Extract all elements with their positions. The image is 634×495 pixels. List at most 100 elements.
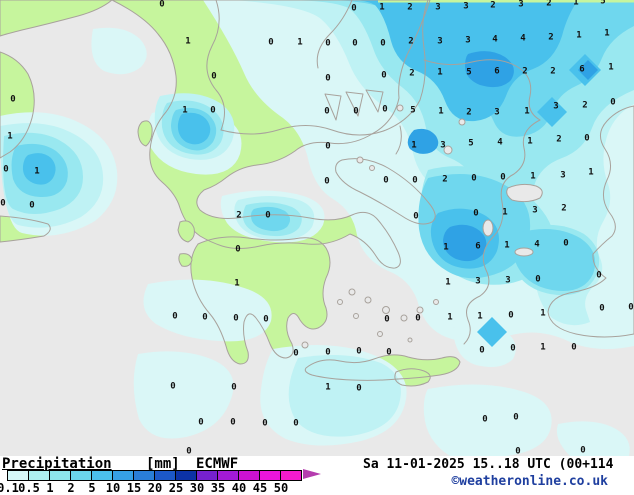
precip-value: 0 [596,270,602,281]
precip-value: 0 [29,200,35,211]
precip-value: 0 [508,310,514,321]
precip-value: 0 [584,133,590,144]
precip-value: 0 [380,38,386,49]
precip-value: 0 [384,314,390,325]
precip-value: 0 [415,313,421,324]
precip-value: 2 [522,66,528,77]
precip-value: 0 [202,312,208,323]
colorbar-segment [281,471,301,480]
precip-value: 2 [442,174,448,185]
precip-value: 1 [608,62,614,73]
precip-value: 0 [571,342,577,353]
precip-value: 3 [440,140,446,151]
precip-value: 1 [540,342,546,353]
precip-value: 2 [546,0,552,9]
precip-value: 0 [233,313,239,324]
precip-value: 0 [231,382,237,393]
precip-value: 0 [268,37,274,48]
precip-value: 0 [198,417,204,428]
legend-model: ECMWF [196,456,239,472]
precip-value: 1 [437,67,443,78]
colorbar-tick: 25 [168,481,184,495]
precip-value: 5 [468,138,474,149]
colorbar-arrow-icon [303,469,321,479]
precip-value: 0 [473,208,479,219]
precip-value: 1 [185,36,191,47]
precip-value: 1 [234,278,240,289]
precip-value: 2 [408,36,414,47]
precip-value: 0 [325,38,331,49]
precip-value: 5 [410,105,416,116]
precip-value: 6 [579,64,585,75]
colorbar-tick: 15 [126,481,142,495]
precip-value: 2 [561,203,567,214]
colorbar-segment [239,471,260,480]
precip-value: 6 [475,241,481,252]
precip-value: 5 [600,0,606,7]
coastlines-and-borders [0,0,634,387]
copyright-link[interactable]: ©weatheronline.co.uk [451,474,608,489]
colorbar-tick: 1 [46,481,54,495]
precip-value: 1 [604,28,610,39]
precip-colorbar [7,470,302,481]
precip-value: 0 [563,238,569,249]
colorbar-tick: 2 [67,481,75,495]
precip-value: 1 [504,240,510,251]
colorbar-tick: 0.5 [18,481,40,495]
colorbar-segment [71,471,92,480]
precip-value: 3 [505,275,511,286]
precip-value: 0 [535,274,541,285]
precip-value: 1 [182,105,188,116]
colorbar-segment [8,471,29,480]
precip-value: 0 [412,175,418,186]
precip-value: 1 [325,382,331,393]
legend: Precipitation [mm] ECMWF Sa 11-01-2025 1… [0,455,634,495]
colorbar-tick: 20 [147,481,163,495]
colorbar-tick: 45 [252,481,268,495]
precip-value: 1 [438,106,444,117]
precip-value: 0 [293,348,299,359]
precip-value: 3 [560,170,566,181]
precip-value: 0 [325,347,331,358]
precip-value: 0 [479,345,485,356]
precip-value: 0 [325,73,331,84]
precip-value: 0 [510,343,516,354]
precip-value: 0 [580,445,586,456]
forecast-datetime: Sa 11-01-2025 15..18 UTC (00+114 [363,457,614,472]
colorbar-segment [260,471,281,480]
precip-value: 0 [230,417,236,428]
precip-value: 3 [475,276,481,287]
precip-value: 2 [582,100,588,111]
precip-value: 0 [382,104,388,115]
precip-value: 5 [466,67,472,78]
precip-value: 3 [463,1,469,12]
precip-level-4 [22,0,601,347]
precip-value: 0 [262,418,268,429]
precip-value: 3 [435,2,441,13]
precip-value: 1 [379,2,385,13]
precip-value: 0 [353,106,359,117]
precip-value: 1 [540,308,546,319]
colorbar-tick: 50 [273,481,289,495]
precip-value: 1 [527,136,533,147]
precip-value: 4 [534,239,540,250]
precip-value: 0 [500,172,506,183]
legend-title: Precipitation [2,456,112,472]
precip-value: 2 [556,134,562,145]
precip-value: 0 [386,347,392,358]
colorbar-tick: 0.1 [0,481,19,495]
colorbar-segment [155,471,176,480]
map-canvas [0,0,634,456]
precip-value: 3 [437,36,443,47]
colorbar-segment [176,471,197,480]
colorbar-segment [134,471,155,480]
precip-value: 0 [325,141,331,152]
precip-value: 3 [532,205,538,216]
precip-value: 0 [172,311,178,322]
precip-value: 0 [211,71,217,82]
precip-value: 1 [477,311,483,322]
precip-value: 0 [352,38,358,49]
precip-value: 1 [445,277,451,288]
colorbar-tick: 30 [189,481,205,495]
